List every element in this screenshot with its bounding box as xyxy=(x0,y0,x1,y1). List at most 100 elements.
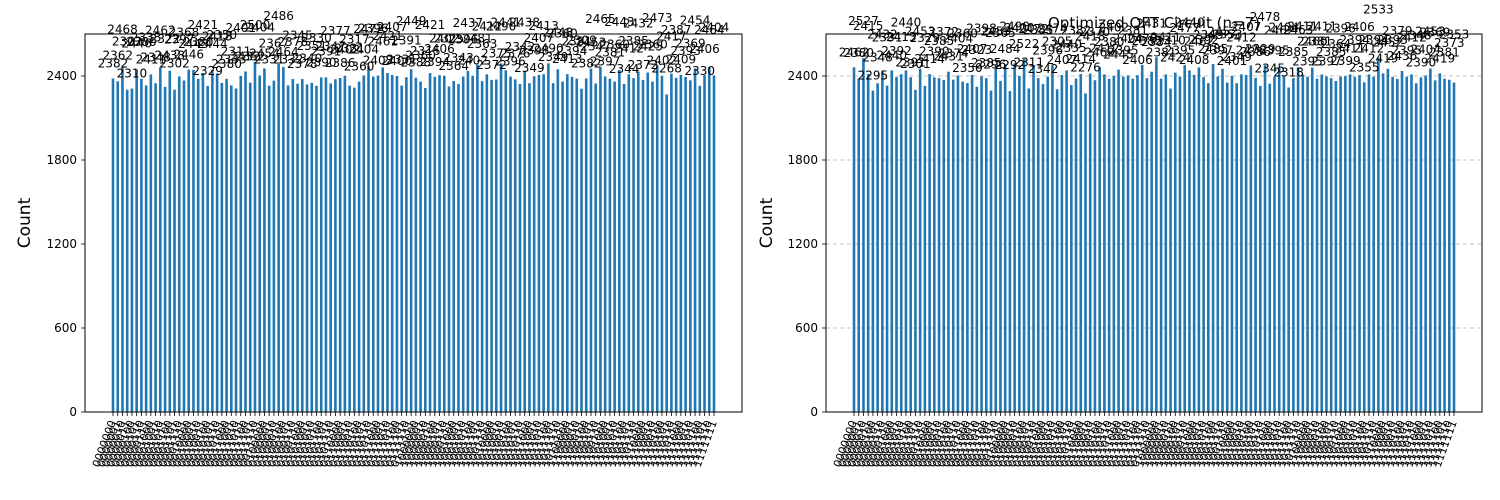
bar-0011100 xyxy=(985,78,988,412)
bar-1111101 xyxy=(1443,79,1446,412)
bar-0110110 xyxy=(367,66,370,412)
bar-1011111 xyxy=(1302,74,1305,412)
bar-0010111 xyxy=(221,83,224,412)
bar-0110011 xyxy=(1094,80,1097,412)
bar-0110100 xyxy=(1098,67,1101,412)
bar-0111001 xyxy=(381,67,384,412)
bar-1100101 xyxy=(1330,78,1333,412)
bar-value-label: 2323 xyxy=(962,43,993,57)
bar-1110100 xyxy=(1401,71,1404,412)
bar-0001110 xyxy=(178,76,181,412)
bar-0000111 xyxy=(145,85,148,412)
y-tick-label: 1800 xyxy=(46,153,77,167)
bar-1000100 xyxy=(433,77,436,412)
bar-0001111 xyxy=(924,86,927,412)
bar-1010110 xyxy=(519,84,522,412)
bar-1001010 xyxy=(1202,77,1205,412)
bar-1000110 xyxy=(1183,65,1186,412)
bar-1111110 xyxy=(1448,80,1451,412)
bar-value-label: 2310 xyxy=(117,67,148,81)
y-tick-label: 2400 xyxy=(787,69,818,83)
bar-0001011 xyxy=(905,70,908,412)
bar-0101011 xyxy=(315,86,318,412)
bar-1110011 xyxy=(656,66,659,412)
bar-1111100 xyxy=(699,86,702,412)
bar-0100100 xyxy=(282,67,285,412)
bar-1100011 xyxy=(1320,74,1323,412)
bar-1101111 xyxy=(637,72,640,412)
bar-0000100 xyxy=(131,89,134,412)
y-tick-label: 1200 xyxy=(787,237,818,251)
bar-1111100 xyxy=(1439,73,1442,412)
bar-0100000 xyxy=(1004,64,1007,412)
bar-0001011 xyxy=(164,87,167,412)
bar-1010111 xyxy=(1264,65,1267,412)
bar-1111001 xyxy=(1424,75,1427,412)
bar-0111010 xyxy=(1127,75,1130,412)
bar-1010011 xyxy=(1245,75,1248,412)
bar-0010111 xyxy=(961,82,964,412)
bar-1100011 xyxy=(580,89,583,412)
bar-1011010 xyxy=(538,75,541,412)
bar-1010000 xyxy=(490,80,493,412)
bar-0000011 xyxy=(867,74,870,412)
bar-0111100 xyxy=(1136,75,1139,412)
bar-0101011 xyxy=(1056,89,1059,412)
bar-1110111 xyxy=(1415,83,1418,412)
bar-0100001 xyxy=(1009,91,1012,412)
bar-0000011 xyxy=(126,90,129,412)
bar-1001111 xyxy=(1226,83,1229,412)
bar-1110010 xyxy=(651,82,654,412)
bar-0000111 xyxy=(886,86,889,412)
bar-1000010 xyxy=(1165,74,1168,412)
bar-1110101 xyxy=(665,94,668,412)
optimized-qft-histogram-panel: Optimized QFT Circuit (n=7)2462238025272… xyxy=(757,2,1482,469)
bar-0011010 xyxy=(976,87,979,412)
bar-1011101 xyxy=(552,83,555,412)
bar-1100010 xyxy=(575,79,578,412)
bar-0111111 xyxy=(410,69,413,412)
bar-0100011 xyxy=(1018,76,1021,412)
bar-0001010 xyxy=(159,67,162,412)
bar-0111100 xyxy=(396,76,399,412)
bar-0111101 xyxy=(1141,65,1144,412)
bar-1001011 xyxy=(467,71,470,412)
bar-1011011 xyxy=(1283,75,1286,412)
bar-0111010 xyxy=(386,73,389,412)
bar-0000100 xyxy=(872,91,875,412)
bar-1111011 xyxy=(1434,80,1437,412)
bar-0100101 xyxy=(287,86,290,412)
bar-0001100 xyxy=(909,77,912,412)
bar-0001101 xyxy=(914,90,917,412)
bar-0010010 xyxy=(938,78,941,412)
bar-0001111 xyxy=(183,80,186,412)
bar-1000111 xyxy=(1188,70,1191,412)
bar-1001100 xyxy=(1212,64,1215,412)
bar-0100101 xyxy=(1028,88,1031,412)
bar-1101001 xyxy=(1349,74,1352,412)
bar-0101001 xyxy=(1046,77,1049,412)
bar-0100010 xyxy=(1013,63,1016,412)
bar-1001110 xyxy=(1221,69,1224,412)
bar-1101110 xyxy=(1372,77,1375,412)
bar-1111000 xyxy=(680,75,683,412)
bar-1011001 xyxy=(533,76,536,412)
bar-0001010 xyxy=(900,74,903,412)
bar-1011001 xyxy=(1273,77,1276,412)
bar-1001001 xyxy=(457,84,460,412)
bar-0000000 xyxy=(853,67,856,412)
bar-0011110 xyxy=(994,69,997,412)
bar-1101001 xyxy=(609,79,612,412)
bar-1001100 xyxy=(471,76,474,412)
bar-1001010 xyxy=(462,77,465,412)
bar-0011110 xyxy=(254,62,257,412)
bar-0000110 xyxy=(881,72,884,412)
bar-1010011 xyxy=(504,70,507,412)
bar-1101100 xyxy=(623,84,626,412)
bar-1100100 xyxy=(585,79,588,412)
bar-1110001 xyxy=(1387,69,1390,412)
bar-0101111 xyxy=(1075,79,1078,412)
bar-1110110 xyxy=(1410,74,1413,412)
bar-0101100 xyxy=(1061,75,1064,412)
bar-0000101 xyxy=(135,70,138,412)
